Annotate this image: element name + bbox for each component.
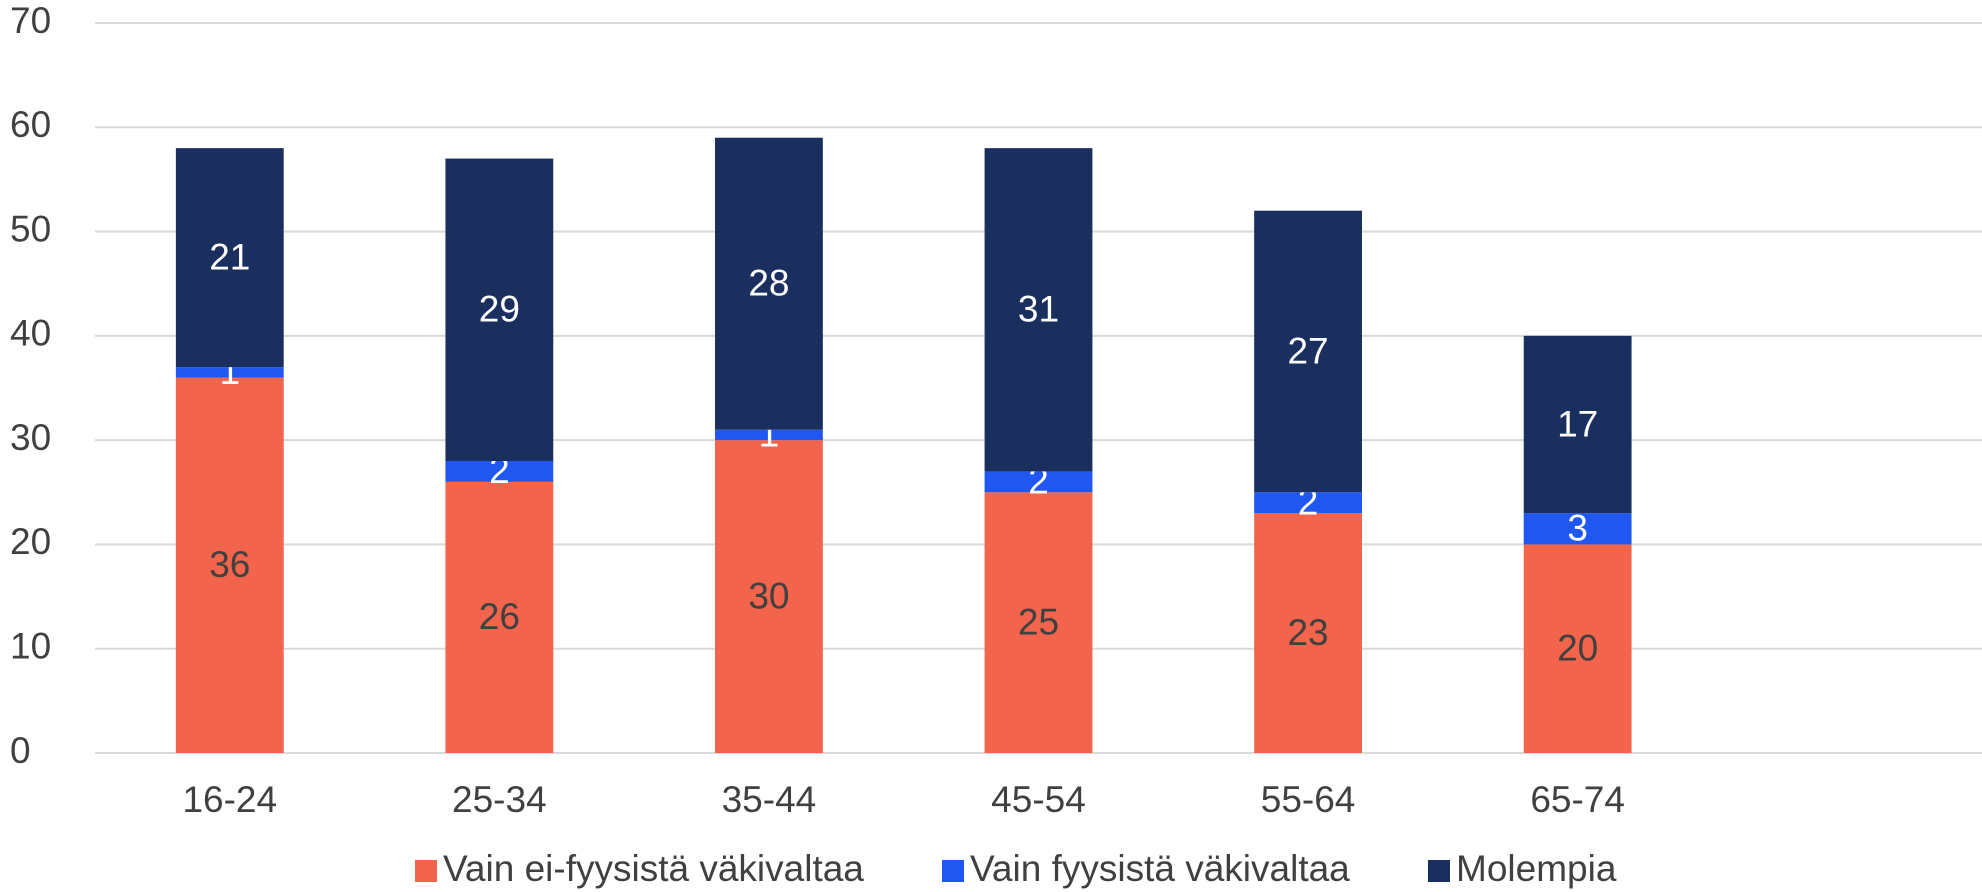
data-label: 25 <box>1018 601 1059 642</box>
bar-segment <box>715 429 823 441</box>
x-tick-label: 55-64 <box>1261 779 1356 820</box>
data-label: 28 <box>748 262 789 303</box>
legend-swatch <box>942 860 964 882</box>
bar-segment <box>1523 544 1632 753</box>
bar-segment <box>715 440 823 753</box>
x-tick-label: 65-74 <box>1530 779 1625 820</box>
bar-segment <box>984 471 1093 493</box>
data-label: 23 <box>1287 612 1328 653</box>
bar-segment <box>1254 210 1362 493</box>
data-label: 27 <box>1287 330 1328 371</box>
legend-swatch <box>415 860 437 882</box>
x-tick-label: 16-24 <box>182 779 277 820</box>
bar-segment <box>175 148 284 368</box>
legend-label: Vain ei-fyysistä väkivaltaa <box>443 848 864 889</box>
bar-segment <box>1523 513 1632 545</box>
y-tick-label: 30 <box>10 417 51 458</box>
data-label: 30 <box>748 575 789 616</box>
bar-segment <box>1254 513 1362 753</box>
data-label: 3 <box>1567 508 1588 549</box>
bar-segment <box>1523 335 1632 514</box>
y-tick-label: 40 <box>10 313 51 354</box>
y-tick-label: 50 <box>10 208 51 249</box>
bar-segment <box>445 481 554 753</box>
data-label: 36 <box>209 544 250 585</box>
legend-label: Vain fyysistä väkivaltaa <box>970 848 1350 889</box>
data-label: 29 <box>479 289 520 330</box>
data-label: 21 <box>209 236 250 277</box>
y-tick-label: 70 <box>10 0 51 41</box>
bar-segment <box>984 492 1093 753</box>
bar-segment <box>445 461 554 482</box>
x-tick-label: 35-44 <box>722 779 817 820</box>
y-tick-label: 60 <box>10 104 51 145</box>
x-tick-label: 45-54 <box>991 779 1086 820</box>
legend-label: Molempia <box>1456 848 1617 889</box>
data-label: 31 <box>1018 289 1059 330</box>
data-label: 20 <box>1557 627 1598 668</box>
bar-segment <box>175 377 284 753</box>
data-label: 26 <box>479 596 520 637</box>
data-label: 17 <box>1557 403 1598 444</box>
bar-segment <box>984 148 1093 472</box>
x-tick-label: 25-34 <box>452 779 547 820</box>
bar-segment <box>1254 492 1362 514</box>
bar-segment <box>445 158 554 462</box>
y-tick-label: 0 <box>10 730 31 771</box>
y-tick-label: 10 <box>10 625 51 666</box>
bar-segment <box>175 367 284 378</box>
y-tick-label: 20 <box>10 521 51 562</box>
bar-segment <box>715 137 823 430</box>
legend-swatch <box>1428 860 1450 882</box>
